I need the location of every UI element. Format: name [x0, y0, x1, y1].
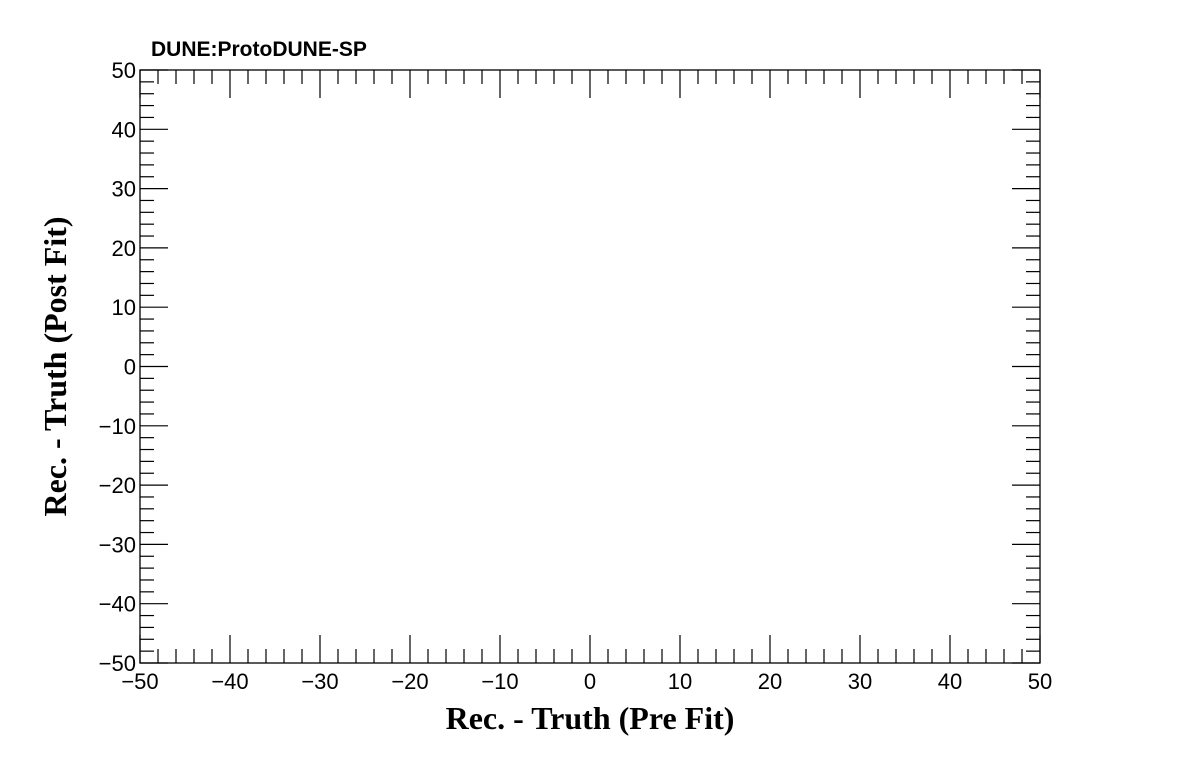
- y-axis-tick-labels: −50 −40 −30 −20 −10 0 10 20 30 40 50: [99, 58, 136, 676]
- y-tick-label: −30: [99, 532, 136, 557]
- x-axis-title: Rec. - Truth (Pre Fit): [446, 700, 735, 736]
- x-tick-label: −40: [211, 669, 248, 694]
- y-tick-label: 0: [124, 355, 136, 380]
- y-tick-label: −20: [99, 473, 136, 498]
- x-tick-label: 50: [1028, 669, 1052, 694]
- y-axis-title: Rec. - Truth (Post Fit): [37, 216, 73, 516]
- y-tick-label: 40: [112, 117, 136, 142]
- y-tick-label: 20: [112, 236, 136, 261]
- y-tick-label: −40: [99, 592, 136, 617]
- x-tick-label: 30: [848, 669, 872, 694]
- x-tick-label: 20: [758, 669, 782, 694]
- x-tick-label: −10: [481, 669, 518, 694]
- plot-frame: [139, 69, 1041, 664]
- y-tick-label: −10: [99, 414, 136, 439]
- x-tick-label: −50: [121, 669, 158, 694]
- x-tick-label: 40: [938, 669, 962, 694]
- x-axis-tick-labels: −50 −40 −30 −20 −10 0 10 20 30 40 50: [121, 669, 1052, 694]
- x-tick-label: 10: [668, 669, 692, 694]
- x-tick-label: 0: [584, 669, 596, 694]
- x-tick-label: −20: [391, 669, 428, 694]
- y-tick-label: 50: [112, 58, 136, 83]
- y-axis-ticks: [140, 69, 1040, 664]
- x-axis-ticks: [139, 70, 1041, 663]
- y-tick-label: 30: [112, 177, 136, 202]
- chart-title: DUNE:ProtoDUNE-SP: [151, 38, 367, 61]
- x-tick-label: −30: [301, 669, 338, 694]
- y-tick-label: −50: [99, 651, 136, 676]
- y-tick-label: 10: [112, 295, 136, 320]
